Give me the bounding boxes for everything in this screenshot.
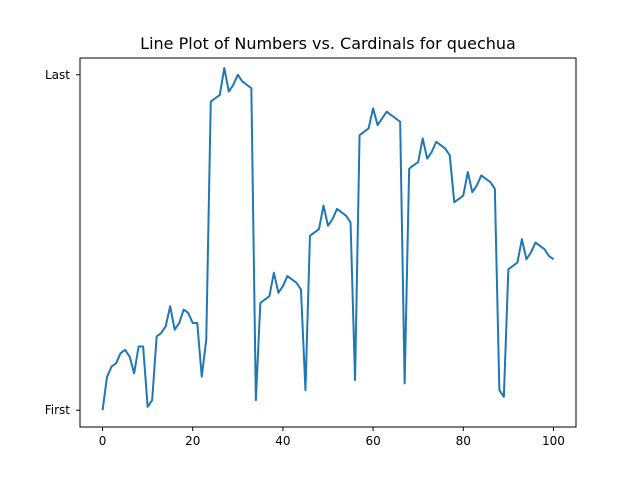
x-axis: 0 20 40 60 80 100 (99, 427, 565, 448)
x-tick-label: 100 (542, 434, 565, 448)
y-tick-label: First (45, 403, 71, 417)
x-tick-label: 0 (99, 434, 107, 448)
x-tick-label: 80 (456, 434, 471, 448)
y-tick-label: Last (45, 68, 70, 82)
x-tick-label: 20 (185, 434, 200, 448)
plot-area-frame (79, 57, 577, 428)
series-line (101, 67, 555, 411)
y-axis: First Last (45, 68, 80, 417)
x-tick-label: 60 (365, 434, 380, 448)
chart-title: Line Plot of Numbers vs. Cardinals for q… (140, 34, 516, 53)
x-tick-label: 40 (275, 434, 290, 448)
